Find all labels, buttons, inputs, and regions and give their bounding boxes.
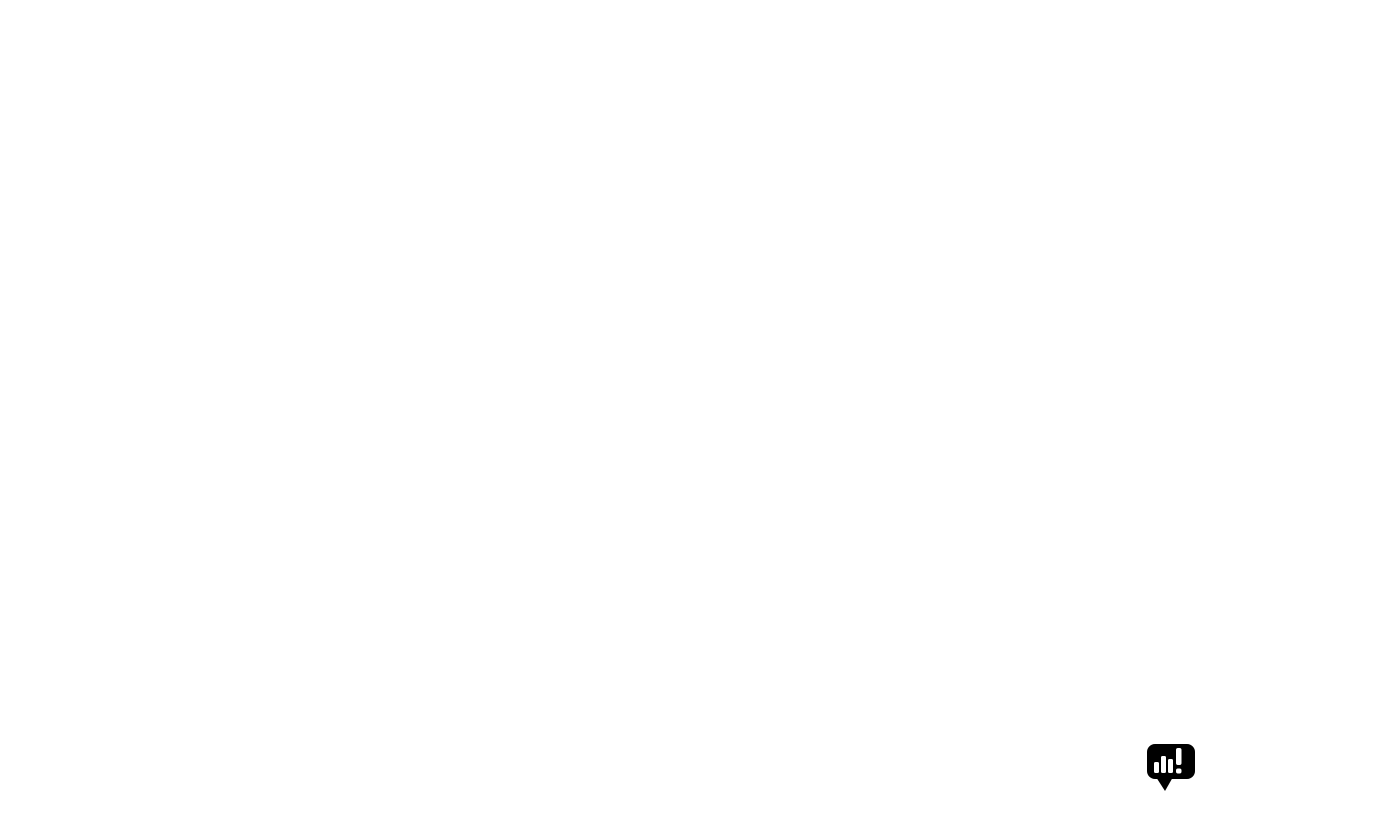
newsworthy-chart-bubble-icon (1147, 744, 1195, 791)
newsworthy-logo (1146, 742, 1210, 794)
